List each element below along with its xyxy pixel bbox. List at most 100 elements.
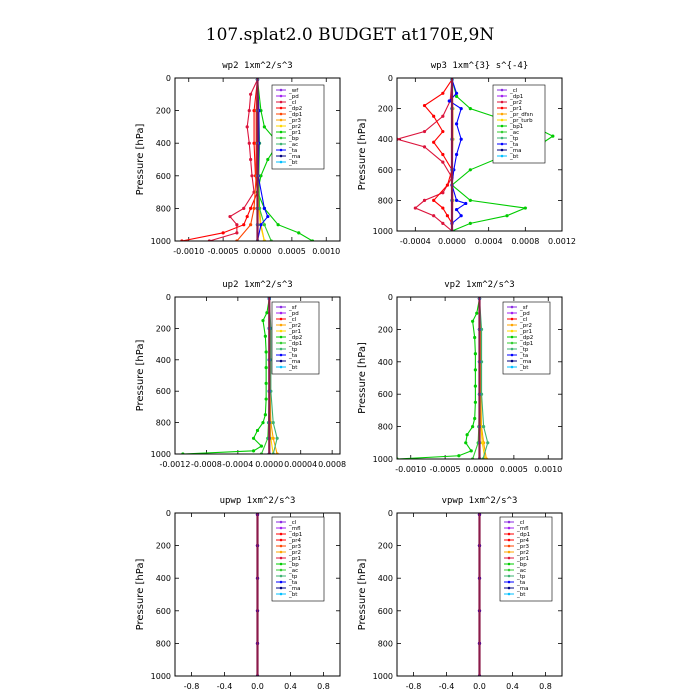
series-point-bp1 <box>523 206 527 210</box>
legend-entry: _dp2 <box>288 335 302 341</box>
legend-entry: _pr1 <box>516 556 529 562</box>
legend-entry: _pr3 <box>516 544 530 550</box>
series-point-dp1 <box>252 206 256 210</box>
legend-marker <box>500 88 504 92</box>
plot-frame <box>396 77 563 232</box>
y-tick-label: 1000 <box>373 227 393 236</box>
panel-4: vp2 1xm^2/s^3 Pressure [hPa] 0 200 400 600 800… <box>357 280 563 474</box>
series-point-cl <box>249 92 253 96</box>
legend-marker <box>279 160 283 164</box>
legend-entry: _bt <box>516 592 526 598</box>
series-point-bp1 <box>454 94 459 98</box>
y-tick-label: 200 <box>156 324 171 333</box>
series-point-pr1 <box>445 214 450 218</box>
legend-entry: _bt <box>288 592 298 598</box>
series-point-tp <box>271 421 275 425</box>
legend-entry: _dp1 <box>288 341 302 347</box>
legend: _sf_pd_cl_pr2_pr1_dp2_dp1_tp_ta_ma_bt <box>502 301 551 375</box>
series-point-bp1 <box>505 214 509 218</box>
series-point-dp2 <box>249 206 253 210</box>
legend-entry: _ta <box>288 580 297 586</box>
series-point-pr2 <box>441 160 445 164</box>
legend-marker <box>279 323 283 327</box>
legend-marker <box>279 520 283 524</box>
x-tick-label: -0.0010 <box>173 247 204 256</box>
legend-marker <box>510 359 514 363</box>
x-tick-label: -0.8 <box>406 682 422 691</box>
legend-marker <box>510 305 514 309</box>
legend-entry: _pr1 <box>288 556 301 562</box>
series-group <box>181 297 279 454</box>
plot-frame <box>396 296 563 460</box>
series-point-pr2 <box>441 114 445 118</box>
legend-entry: _pr1 <box>288 130 301 136</box>
legend-marker <box>279 586 283 590</box>
series-point-bp1 <box>551 134 555 138</box>
legend-entry: _ta <box>516 580 525 586</box>
legend-entry: _pd <box>288 94 299 100</box>
series-line-ta <box>256 79 269 241</box>
series-point-cl <box>245 125 249 129</box>
series-point-dp2 <box>255 428 260 433</box>
x-tick-label: 0.8 <box>317 682 330 691</box>
series-line-pr1 <box>423 79 453 231</box>
series-line-pr2 <box>397 79 453 231</box>
legend-entry: _sf <box>288 305 298 311</box>
x-tick-label: 0.4 <box>506 682 519 691</box>
y-tick-label: 1000 <box>373 455 393 464</box>
panels: wp2 1xm^2/s^3 Pressure [hPa] 0 200 400 600 800… <box>135 61 576 691</box>
legend: _sf_pd_cl_pr2_pr1_dp2_dp1_tp_ta_ma_bt <box>271 301 320 375</box>
series-point-cl <box>250 174 254 178</box>
legend-entry: _pd <box>288 311 299 317</box>
legend-entry: _ac <box>288 568 298 574</box>
legend-marker <box>500 124 504 128</box>
legend-marker <box>510 365 514 369</box>
legend-entry: _bt <box>288 365 298 371</box>
legend-entry: _cl <box>288 317 297 323</box>
series-point-dp2 <box>221 231 225 235</box>
legend-marker <box>500 148 504 152</box>
series-group <box>180 78 315 241</box>
series-point-pr1 <box>276 223 280 227</box>
x-tick-label: -0.4 <box>439 682 455 691</box>
legend-entry: _cl <box>288 520 297 526</box>
plot-frame <box>396 512 563 677</box>
y-tick-label: 1000 <box>151 672 171 681</box>
legend-entry: _ma <box>288 359 300 365</box>
x-tick-label: 0.0000 <box>466 465 494 474</box>
legend-marker <box>279 556 283 560</box>
legend-marker <box>500 142 504 146</box>
legend-entry: _ta <box>288 148 297 154</box>
legend-marker <box>500 100 504 104</box>
legend-marker <box>507 526 511 530</box>
legend-entry: _mfl <box>288 526 301 532</box>
legend-entry: _dp1 <box>516 532 530 538</box>
legend-marker <box>279 365 283 369</box>
legend-marker <box>510 347 514 351</box>
legend-marker <box>279 118 283 122</box>
legend-entry: _pr2 <box>288 124 301 130</box>
legend-entry: _pr3 <box>288 118 302 124</box>
series-point-dp2 <box>242 223 246 227</box>
x-tick-label: -0.0010 <box>395 465 426 474</box>
legend-marker <box>500 154 504 158</box>
y-tick-label: 1000 <box>151 450 171 459</box>
series-point-pr2 <box>432 214 436 218</box>
legend-entry: _pr3 <box>288 544 302 550</box>
legend-entry: _ma <box>516 586 528 592</box>
legend-entry: _bp <box>288 136 299 142</box>
legend-marker <box>279 353 283 357</box>
legend-marker <box>507 520 511 524</box>
panel-2: wp3 1xm^{3} s^{-4} Pressure [hPa] 0 200 400 6… <box>357 61 576 246</box>
legend-entry: _bp1 <box>509 124 523 130</box>
series-point-pr1 <box>432 114 436 118</box>
legend-entry: _ma <box>509 148 521 154</box>
x-tick-label: 0.00004 <box>284 460 317 469</box>
legend: _cl_mfl_dp1_pr4_pr3_pr2_pr1_bp_ac_tp_ta_… <box>271 516 325 602</box>
series-point-pr2 <box>422 198 427 202</box>
y-tick-label: 600 <box>378 607 393 616</box>
x-tick-label: 0.0000 <box>244 247 272 256</box>
x-tick-label: 0.0004 <box>475 237 503 246</box>
legend-marker <box>279 148 283 152</box>
series-point-dp2 <box>465 433 469 437</box>
